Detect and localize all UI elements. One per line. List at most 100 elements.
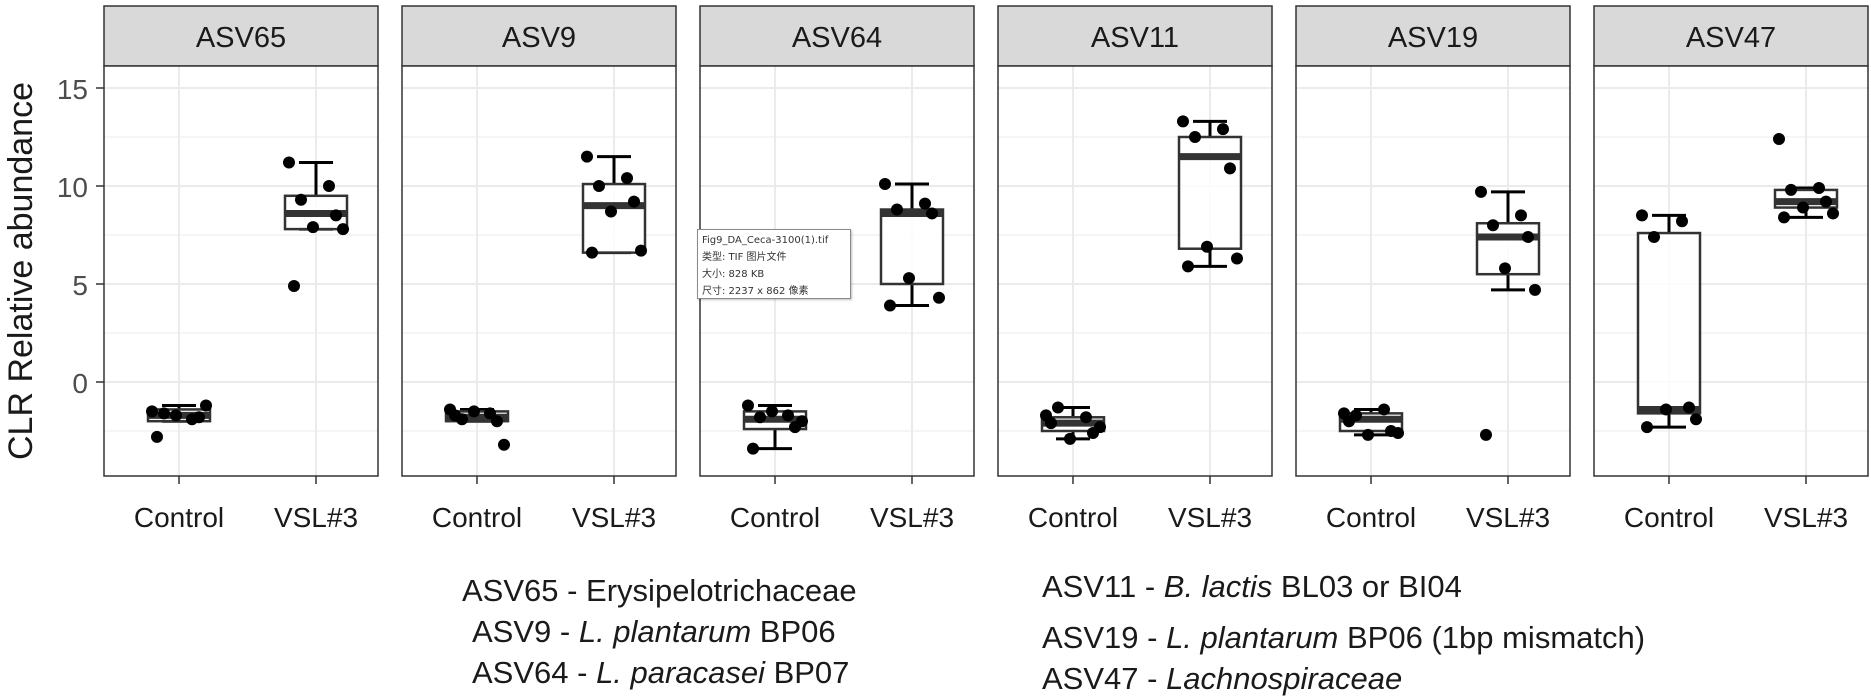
x-tick-label: VSL#3 xyxy=(870,502,954,533)
y-axis-label: CLR Relative abundance xyxy=(2,82,40,460)
facet-label: ASV19 xyxy=(1388,22,1478,54)
data-point xyxy=(1392,426,1404,439)
x-tick-label: Control xyxy=(1326,502,1416,533)
data-point xyxy=(581,150,593,163)
data-point xyxy=(1217,123,1229,136)
x-tick-label: VSL#3 xyxy=(1466,502,1550,533)
data-point xyxy=(200,399,212,412)
data-point xyxy=(1522,230,1534,243)
data-point xyxy=(330,209,342,222)
caption-right: ASV11 - B. lactis BL03 or BI04 ASV19 - L… xyxy=(1042,566,1645,699)
data-point xyxy=(151,430,163,443)
data-point xyxy=(1648,230,1660,243)
data-point xyxy=(1224,162,1236,175)
panel-background xyxy=(998,66,1272,476)
facet-label: ASV47 xyxy=(1686,22,1776,54)
data-point xyxy=(1231,252,1243,265)
panel-border xyxy=(1295,65,1571,477)
x-tick-label: VSL#3 xyxy=(572,502,656,533)
file-info-tooltip: Fig9_DA_Ceca-3100(1).tif 类型: TIF 图片文件 大小… xyxy=(697,229,851,299)
data-point xyxy=(742,399,754,412)
panel-border xyxy=(103,65,379,477)
facet-label: ASV65 xyxy=(196,22,286,54)
data-point xyxy=(1636,209,1648,222)
data-point xyxy=(933,291,945,304)
caption-left: ASV65 - Erysipelotrichaceae ASV9 - L. pl… xyxy=(462,570,857,693)
data-point xyxy=(1683,401,1695,414)
caption-left-line3: ASV64 - L. paracasei BP07 xyxy=(472,655,850,690)
data-point xyxy=(919,197,931,210)
data-point xyxy=(1690,413,1702,426)
data-point xyxy=(1343,415,1355,428)
facet-strip xyxy=(1593,5,1869,67)
data-point xyxy=(193,411,205,424)
box xyxy=(879,208,945,286)
data-point xyxy=(1529,283,1541,296)
data-point xyxy=(593,180,605,192)
data-point xyxy=(484,407,496,420)
data-point xyxy=(1189,131,1201,143)
tooltip-dims: 尺寸: 2237 x 862 像素 xyxy=(702,286,809,297)
data-point xyxy=(766,405,778,418)
data-point xyxy=(1080,411,1092,424)
x-tick-label: Control xyxy=(432,502,522,533)
caption-right-line3: ASV47 - Lachnospiraceae xyxy=(1042,661,1403,696)
y-tick-label: 0 xyxy=(72,368,88,399)
data-point xyxy=(337,223,349,236)
x-tick-label: Control xyxy=(730,502,820,533)
data-point xyxy=(1499,262,1511,275)
panel-background xyxy=(402,66,676,476)
data-point xyxy=(1064,432,1076,445)
data-point xyxy=(884,299,896,312)
facet-strip xyxy=(997,5,1273,67)
data-point xyxy=(498,438,510,451)
data-point xyxy=(903,272,915,285)
panel-border xyxy=(401,65,677,477)
data-point xyxy=(1641,421,1653,434)
data-point xyxy=(754,411,766,424)
facet-label: ASV64 xyxy=(792,22,882,54)
data-point xyxy=(747,442,759,455)
y-tick-label: 15 xyxy=(57,74,88,105)
data-point xyxy=(1480,428,1492,441)
panel-background xyxy=(1594,66,1868,476)
facet-strip xyxy=(1295,5,1571,67)
data-point xyxy=(1778,211,1790,224)
data-point xyxy=(782,409,794,422)
facet-strip xyxy=(699,5,975,67)
data-point xyxy=(1515,209,1527,222)
caption-left-line2: ASV9 - L. plantarum BP06 xyxy=(472,614,836,649)
data-point xyxy=(891,203,903,216)
data-point xyxy=(635,244,647,257)
facet-strip xyxy=(103,5,379,67)
x-tick-label: Control xyxy=(1624,502,1714,533)
x-tick-label: Control xyxy=(134,502,224,533)
data-point xyxy=(1045,417,1057,430)
x-tick-label: Control xyxy=(1028,502,1118,533)
data-point xyxy=(1378,403,1390,416)
data-point xyxy=(879,178,891,191)
data-point xyxy=(1487,219,1499,232)
data-point xyxy=(1827,207,1839,220)
data-point xyxy=(1052,401,1064,414)
data-point xyxy=(1813,181,1825,194)
data-point xyxy=(323,180,335,192)
tooltip-size: 大小: 828 KB xyxy=(702,269,765,280)
facet-strip xyxy=(401,5,677,67)
box xyxy=(1636,231,1702,415)
caption-right-line2: ASV19 - L. plantarum BP06 (1bp mismatch) xyxy=(1042,620,1646,655)
x-tick-label: VSL#3 xyxy=(1764,502,1848,533)
data-point xyxy=(1785,183,1797,196)
x-tick-label: VSL#3 xyxy=(274,502,358,533)
data-point xyxy=(586,246,598,259)
data-point xyxy=(628,195,640,208)
data-point xyxy=(295,193,307,206)
tooltip-filename: Fig9_DA_Ceca-3100(1).tif xyxy=(702,235,829,246)
y-tick-label: 5 xyxy=(72,270,88,301)
data-point xyxy=(621,172,633,185)
data-point xyxy=(1177,115,1189,128)
data-point xyxy=(146,405,158,418)
data-point xyxy=(158,407,170,420)
data-point xyxy=(491,415,503,428)
data-point xyxy=(307,221,319,234)
